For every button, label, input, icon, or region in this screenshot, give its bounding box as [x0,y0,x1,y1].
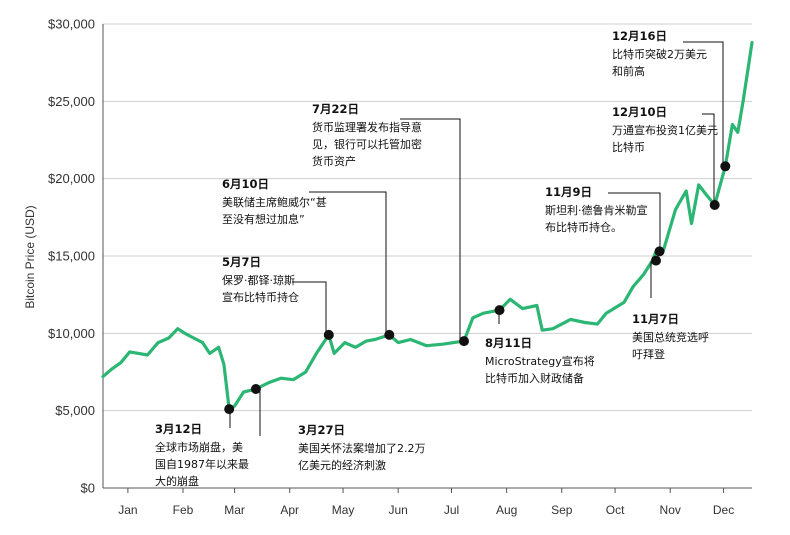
y-tick-label: $0 [81,481,95,496]
annotation-text: 斯坦利·德鲁肯米勒宣 [545,203,648,217]
x-tick-label: Jan [118,503,137,517]
y-tick-label: $10,000 [48,326,95,341]
x-tick-label: Jun [388,503,407,517]
annotation-text: 全球市场崩盘，美 [155,440,243,454]
event-marker [459,336,469,347]
leader-line [400,118,465,343]
y-tick-label: $5,000 [55,403,95,418]
x-tick-label: Dec [713,503,734,517]
annotation-date: 12月16日 [612,29,667,43]
annotation-date: 8月11日 [485,336,532,350]
event-marker [494,305,505,316]
annotation-date: 11月7日 [632,312,679,326]
y-tick-label: $30,000 [48,17,95,32]
leader-line [309,191,390,337]
y-tick-label: $15,000 [48,249,95,264]
annotation-text: 美联储主席鲍威尔“甚 [222,195,327,209]
x-tick-label: May [332,503,355,517]
annotation-text: 万通宣布投资1亿美元 [612,123,718,137]
annotation-text: 比特币突破2万美元 [612,47,707,61]
annotation-text: 保罗·都铎·琼斯 [222,273,295,287]
event-marker [654,246,665,257]
annotation-text: 宣布比特币持仓 [222,290,299,304]
annotation-text: 见，银行可以托管加密 [312,137,422,151]
axes: $0 $5,000 $10,000 $15,000 $20,000 $25,000 $30,… [48,17,752,517]
annotation-date: 5月7日 [222,255,261,269]
leader-line [255,388,261,436]
x-tick-label: Feb [173,503,194,517]
y-axis-label: Bitcoin Price (USD) [23,205,37,308]
annotation-text: 国自1987年以来最 [155,457,249,471]
annotation-text: 吁拜登 [632,347,665,361]
y-tick-label: $20,000 [48,171,95,186]
x-tick-label: Nov [660,503,681,517]
annotation-date: 11月9日 [545,185,592,199]
event-marker [224,404,235,415]
annotation-text: 货币监理署发布指导意 [312,120,422,134]
annotation-text: 美国总统竞选呼 [632,330,709,344]
price-line [101,41,754,411]
event-markers [224,161,731,415]
gridlines [103,23,752,412]
price-series [101,41,754,411]
annotation-date: 7月22日 [312,102,359,116]
annotation-text: 比特币 [612,140,645,154]
event-marker [384,329,395,340]
y-tick-label: $25,000 [48,94,95,109]
x-tick-label: Mar [224,503,245,517]
annotation-text: 比特币加入财政储备 [485,371,584,385]
annotation-text: 和前高 [612,64,645,78]
annotation-text: 布比特币持仓。 [545,220,622,234]
annotation-text: 美国关怀法案增加了2.2万 [298,441,426,455]
event-marker [651,255,661,266]
annotation-text: 货币资产 [312,154,356,168]
annotation-date: 3月27日 [298,423,345,437]
leader-line [650,260,657,298]
annotation-date: 3月12日 [155,422,202,436]
x-tick-label: Oct [606,503,625,517]
x-tick-label: Jul [444,503,459,517]
annotation-text: 亿美元的经济刺激 [298,458,386,472]
x-tick-label: Sep [551,503,573,517]
event-marker [250,384,261,394]
event-marker [720,161,731,172]
annotation-text: MicroStrategy宣布将 [485,354,595,368]
event-marker [323,329,334,340]
annotation-text: 大的崩盘 [155,474,199,488]
annotation-date: 6月10日 [222,177,269,191]
event-marker [709,200,720,210]
annotation-date: 12月10日 [612,105,667,119]
x-tick-label: Aug [496,503,517,517]
annotation-text: 至没有想过加息” [222,212,305,226]
x-tick-label: Apr [280,503,299,517]
